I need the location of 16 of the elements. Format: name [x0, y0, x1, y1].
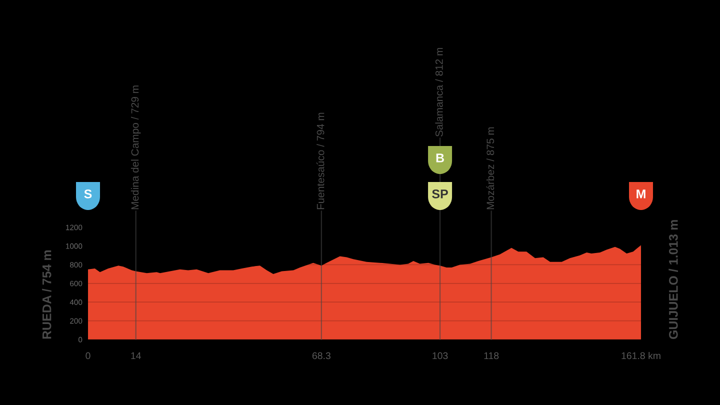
ref-line-label: Fuentesaúco / 794 m [316, 112, 324, 210]
x-tick-label: 103 [432, 352, 448, 360]
annotation: B [436, 154, 444, 162]
x-tick-label: 0 [86, 352, 90, 360]
ref-line-label: Mozárbez / 875 m [486, 127, 494, 210]
ref-line-label: Salamanca / 812 m [435, 48, 443, 137]
x-tick-label: 118 [484, 352, 499, 360]
x-tick-label: 14 [131, 352, 141, 360]
x-tick-label: 161.8 km [622, 352, 660, 360]
y2-axis-title: GUIJUELO / 1.013 m [668, 220, 678, 339]
text: S [84, 190, 92, 198]
x-tick-label: 68.3 [312, 352, 330, 360]
y-axis-title: RUEDA / 754 m [42, 250, 52, 339]
ref-line-label: Medina del Campo / 729 m [130, 86, 141, 210]
annotation: SP [432, 190, 448, 198]
text: M [636, 190, 646, 198]
